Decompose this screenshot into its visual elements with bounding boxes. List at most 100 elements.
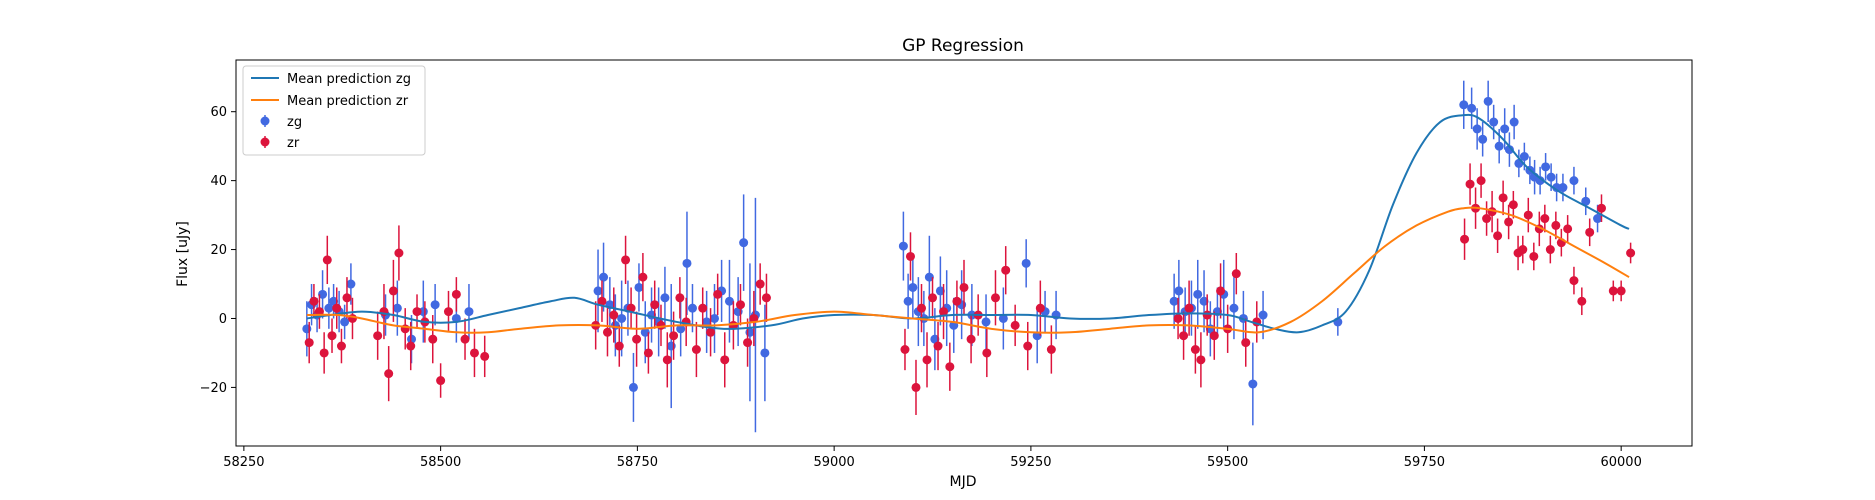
prediction-lines-layer <box>306 113 1630 334</box>
data-point <box>1169 296 1179 306</box>
data-point <box>1545 245 1555 255</box>
data-point <box>1467 103 1477 113</box>
data-point <box>1569 276 1579 286</box>
data-point <box>610 320 620 330</box>
data-point <box>1184 303 1194 313</box>
data-point <box>1577 296 1587 306</box>
data-point <box>990 293 1000 303</box>
data-point <box>480 351 490 361</box>
data-point <box>933 341 943 351</box>
data-point <box>1193 289 1203 299</box>
legend-swatch-zr-marker <box>260 137 270 147</box>
data-point <box>436 376 446 386</box>
data-point <box>1202 310 1212 320</box>
data-point <box>911 382 921 392</box>
data-point <box>1179 331 1189 341</box>
data-point <box>602 327 612 337</box>
data-point <box>698 303 708 313</box>
data-point <box>626 303 636 313</box>
legend-box <box>242 65 426 156</box>
data-point <box>640 327 650 337</box>
data-point <box>392 303 402 313</box>
data-point <box>430 300 440 310</box>
data-points-layer <box>302 80 1636 433</box>
data-point <box>1001 265 1011 275</box>
data-point <box>903 296 913 306</box>
x-tick-label: 59500 <box>1207 455 1248 470</box>
data-point <box>1608 286 1618 296</box>
data-point <box>945 362 955 372</box>
data-point <box>1585 227 1595 237</box>
data-point <box>1489 117 1499 127</box>
data-point <box>669 331 679 341</box>
data-point <box>1535 176 1545 186</box>
legend-label-zg: zg <box>287 115 302 130</box>
data-point <box>675 293 685 303</box>
data-point <box>998 313 1008 323</box>
y-tick-label: 0 <box>219 312 227 327</box>
data-point <box>745 327 755 337</box>
data-point <box>959 282 969 292</box>
data-point <box>1035 303 1045 313</box>
data-point <box>650 300 660 310</box>
data-point <box>1519 152 1529 161</box>
data-point <box>1540 214 1550 224</box>
data-point <box>676 324 686 334</box>
data-point <box>1476 176 1486 186</box>
data-point <box>1508 200 1518 210</box>
data-point <box>1551 220 1561 230</box>
x-tick-label: 58250 <box>223 455 264 470</box>
data-point <box>1173 313 1183 323</box>
data-point <box>1493 231 1503 241</box>
data-point <box>318 289 328 299</box>
data-point <box>346 279 356 289</box>
data-point <box>739 238 749 248</box>
data-point <box>340 317 350 327</box>
plot-frame <box>235 59 1693 447</box>
data-point <box>388 286 398 296</box>
data-point <box>755 279 765 289</box>
data-point <box>735 300 745 310</box>
data-point <box>634 282 644 292</box>
data-point <box>1593 214 1603 224</box>
data-point <box>1552 183 1562 193</box>
data-point <box>706 327 716 337</box>
data-point <box>1518 245 1528 255</box>
data-point <box>682 258 692 268</box>
data-point <box>1500 124 1510 134</box>
data-point <box>724 296 734 306</box>
prediction-line-zg <box>306 113 1630 334</box>
data-point <box>1023 341 1033 351</box>
data-point <box>1459 100 1469 110</box>
data-point <box>628 382 638 392</box>
data-point <box>1190 345 1200 354</box>
data-point <box>662 355 672 365</box>
data-point <box>1478 134 1488 144</box>
data-point <box>329 296 339 306</box>
data-point <box>1241 338 1251 348</box>
data-point <box>702 317 712 327</box>
data-point <box>1498 193 1508 203</box>
data-point <box>304 338 314 348</box>
data-point <box>1196 355 1206 365</box>
data-point <box>1504 145 1514 155</box>
x-tick-label: 59750 <box>1404 455 1445 470</box>
data-point <box>710 313 720 323</box>
y-tick-label: 20 <box>210 243 227 258</box>
data-point <box>1569 176 1579 186</box>
data-point <box>981 317 991 327</box>
data-point <box>1174 286 1184 296</box>
data-point <box>1596 203 1606 213</box>
x-axis-label: MJD <box>950 474 977 490</box>
data-point <box>1199 296 1209 306</box>
data-point <box>1010 320 1020 330</box>
data-point <box>1541 162 1551 172</box>
x-axis-ticks: 58250 58500 58750 59000 59250 59500 59750 60000 <box>223 446 1642 470</box>
data-point <box>342 293 352 303</box>
legend-label-zg-line: Mean prediction zg <box>287 72 411 87</box>
data-point <box>406 341 416 351</box>
series-zg <box>302 80 1603 433</box>
data-point <box>761 293 771 303</box>
data-point <box>1209 331 1219 341</box>
y-axis-ticks: −20 0 20 40 60 <box>200 105 236 396</box>
